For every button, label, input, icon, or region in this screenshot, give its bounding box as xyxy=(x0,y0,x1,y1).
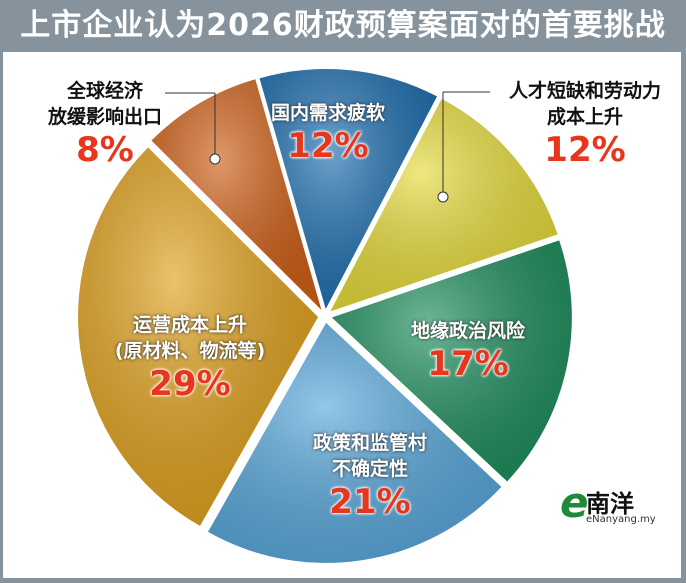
pie-slice-shading-2 xyxy=(331,240,572,482)
data-label: 8% xyxy=(76,130,134,170)
logo-url: eNanyang.my xyxy=(586,514,656,525)
pie-slice-shading-0 xyxy=(259,69,438,310)
label-text: 运营成本上升 xyxy=(132,314,247,336)
label-text: 人才短缺和劳动力 xyxy=(508,80,661,102)
pie-slice-shading-3 xyxy=(208,322,502,563)
label-text: 地缘政治风险 xyxy=(410,320,525,342)
slice-label-talent: 人才短缺和劳动力 成本上升 12% xyxy=(490,78,680,170)
leader-dot-global xyxy=(209,153,221,165)
slice-label-policy: 政策和监管村 不确定性 21% xyxy=(270,430,470,522)
label-text: 全球经济 xyxy=(66,80,143,102)
chart-title: 上市企业认为2026财政预算案面对的首要挑战 xyxy=(20,8,666,43)
label-text: (原材料、物流等) xyxy=(114,340,266,362)
enanyang-logo: e 南洋 eNanyang.my xyxy=(560,478,680,528)
data-label: 12% xyxy=(544,130,626,170)
pie-slice-shading-5 xyxy=(151,79,322,310)
data-label: 17% xyxy=(427,344,509,384)
slice-label-global-economy: 全球经济 放缓影响出口 8% xyxy=(45,78,165,170)
logo-e-mark: e xyxy=(560,478,589,527)
slice-label-geopolitics: 地缘政治风险 17% xyxy=(378,318,558,384)
slice-label-operating-cost: 运营成本上升 (原材料、物流等) 29% xyxy=(90,312,290,404)
label-text: 不确定性 xyxy=(331,458,408,480)
leader-dot-talent xyxy=(437,191,449,203)
slice-label-domestic-demand: 国内需求疲软 12% xyxy=(248,100,408,166)
data-label: 12% xyxy=(287,126,369,166)
data-label: 29% xyxy=(149,364,231,404)
pie-slice-shading-4 xyxy=(78,147,319,526)
pie-slice-shading-1 xyxy=(330,98,558,312)
label-text: 成本上升 xyxy=(546,106,623,128)
label-text: 国内需求疲软 xyxy=(270,102,385,124)
label-text: 政策和监管村 xyxy=(312,432,427,454)
label-text: 放缓影响出口 xyxy=(47,106,162,128)
data-label: 21% xyxy=(329,482,411,522)
logo-name: 南洋 xyxy=(586,490,634,518)
